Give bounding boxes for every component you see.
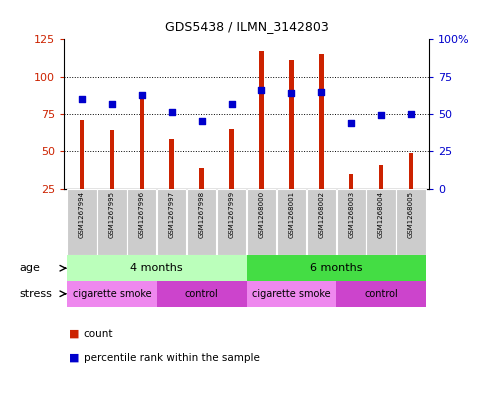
Bar (379, 165, 384, 189)
Bar (187, 189, 216, 255)
Text: GSM1267995: GSM1267995 (109, 191, 115, 238)
Bar (229, 129, 234, 189)
Text: cigarette smoke: cigarette smoke (252, 289, 331, 299)
Bar (289, 60, 294, 189)
Bar (247, 189, 276, 255)
Bar (336, 281, 426, 307)
Bar (80, 120, 84, 189)
Point (377, 112, 385, 119)
Text: age: age (20, 263, 40, 273)
Bar (409, 153, 413, 189)
Point (78, 96, 86, 102)
Bar (140, 95, 144, 189)
Point (228, 100, 236, 107)
Text: GSM1268003: GSM1268003 (348, 191, 354, 238)
Point (108, 100, 116, 107)
Text: GDS5438 / ILMN_3142803: GDS5438 / ILMN_3142803 (165, 20, 328, 33)
Text: GSM1267996: GSM1267996 (139, 191, 145, 238)
Text: GSM1268002: GSM1268002 (318, 191, 324, 238)
Text: GSM1268001: GSM1268001 (288, 191, 294, 238)
Text: GSM1268004: GSM1268004 (378, 191, 384, 238)
Text: GSM1267994: GSM1267994 (79, 191, 85, 238)
Bar (366, 189, 396, 255)
Text: GSM1267997: GSM1267997 (169, 191, 175, 238)
Bar (199, 168, 204, 189)
Text: 6 months: 6 months (310, 263, 362, 273)
Bar (217, 189, 246, 255)
Text: stress: stress (20, 289, 53, 299)
Bar (246, 281, 336, 307)
Text: control: control (185, 289, 218, 299)
Text: GSM1267998: GSM1267998 (199, 191, 205, 238)
Point (287, 90, 295, 96)
Text: ■: ■ (69, 353, 79, 363)
Point (347, 120, 355, 126)
Point (257, 87, 265, 93)
Bar (157, 281, 246, 307)
Text: 4 months: 4 months (131, 263, 183, 273)
Bar (97, 189, 127, 255)
Point (168, 109, 176, 116)
Bar (127, 189, 156, 255)
Point (198, 118, 206, 125)
Bar (337, 189, 366, 255)
Bar (246, 255, 426, 281)
Text: percentile rank within the sample: percentile rank within the sample (84, 353, 260, 363)
Bar (307, 189, 336, 255)
Bar (110, 130, 114, 189)
Text: cigarette smoke: cigarette smoke (72, 289, 151, 299)
Bar (157, 189, 186, 255)
Bar (319, 54, 323, 189)
Bar (277, 189, 306, 255)
Text: control: control (364, 289, 398, 299)
Point (407, 111, 415, 117)
Text: GSM1267999: GSM1267999 (229, 191, 235, 238)
Bar (170, 140, 174, 189)
Bar (259, 51, 264, 189)
Bar (67, 281, 157, 307)
Text: GSM1268000: GSM1268000 (258, 191, 264, 238)
Text: count: count (84, 329, 113, 339)
Bar (67, 255, 246, 281)
Bar (349, 174, 353, 189)
Bar (68, 189, 97, 255)
Point (317, 88, 325, 95)
Bar (396, 189, 425, 255)
Point (138, 92, 146, 98)
Text: ■: ■ (69, 329, 79, 339)
Text: GSM1268005: GSM1268005 (408, 191, 414, 238)
